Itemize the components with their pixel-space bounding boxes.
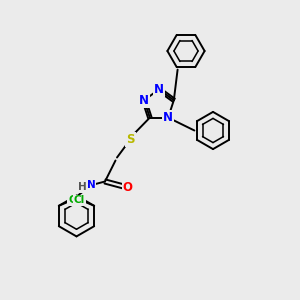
Text: O: O xyxy=(122,181,133,194)
Text: S: S xyxy=(126,133,135,146)
Text: Cl: Cl xyxy=(74,195,85,206)
Text: N: N xyxy=(139,94,149,107)
Text: N: N xyxy=(154,83,164,96)
Text: N: N xyxy=(86,180,95,190)
Text: N: N xyxy=(163,111,173,124)
Text: Cl: Cl xyxy=(68,195,80,206)
Text: H: H xyxy=(78,182,87,193)
